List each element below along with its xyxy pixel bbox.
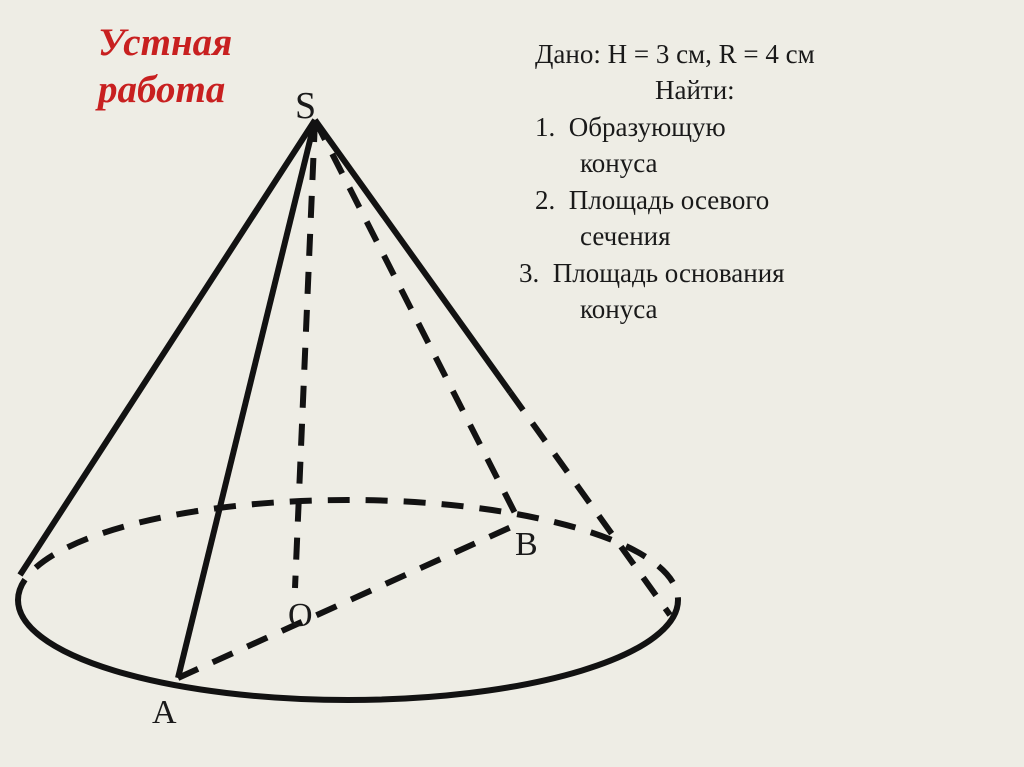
cone-diagram (0, 0, 1024, 767)
chord-AB (178, 523, 520, 678)
ellipse-back (18, 500, 678, 600)
slant-right-solid (315, 120, 510, 392)
edge-SA (178, 120, 315, 678)
edge-SB (315, 120, 520, 523)
label-O: O (288, 597, 313, 635)
slant-right-dashed (510, 392, 670, 615)
ellipse-front (18, 600, 678, 700)
label-S: S (295, 84, 316, 128)
label-B: B (515, 526, 538, 564)
label-A: A (152, 694, 177, 732)
slant-left (20, 120, 315, 575)
